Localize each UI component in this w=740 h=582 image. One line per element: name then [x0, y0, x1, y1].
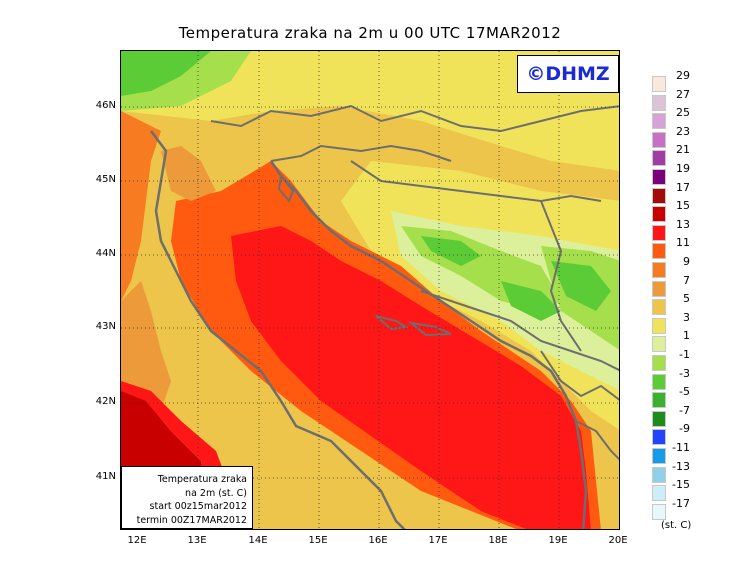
- legend-label: 13: [676, 217, 690, 231]
- lon-label: 15E: [308, 535, 328, 546]
- legend-swatch: [652, 206, 666, 223]
- legend-swatch: [652, 448, 666, 464]
- legend-swatch: [652, 429, 666, 446]
- lat-label: 45N: [95, 174, 116, 185]
- legend-label: 19: [676, 162, 690, 175]
- coastline-croatia: [269, 160, 588, 529]
- legend-swatch: [652, 169, 666, 185]
- legend-swatch: [652, 392, 666, 409]
- legend-label: -5: [679, 385, 690, 399]
- info-box: Temperatura zraka na 2m (st. C) start 00…: [121, 466, 253, 529]
- legend-label: -15: [672, 478, 690, 492]
- legend-label: 21: [676, 143, 690, 157]
- legend-label: -17: [672, 496, 690, 510]
- legend-label: -11: [672, 441, 690, 454]
- cold-patch-nw: [121, 51, 211, 101]
- lat-label: 41N: [95, 471, 116, 482]
- legend-label: 11: [676, 236, 690, 250]
- adriatic-red: [231, 226, 591, 529]
- lon-label: 16E: [368, 535, 388, 546]
- legend-swatch: [652, 187, 666, 204]
- border-serbia: [540, 200, 582, 352]
- legend-label: -1: [679, 348, 690, 361]
- legend-label: 9: [683, 255, 690, 268]
- island-2: [407, 321, 452, 337]
- legend-label: 1: [683, 329, 690, 343]
- island-1: [375, 315, 409, 331]
- lon-label: 14E: [248, 535, 268, 546]
- legend-swatch: [652, 410, 666, 427]
- lon-label: 12E: [127, 535, 147, 546]
- legend-unit: (st. C): [661, 520, 692, 531]
- coastline-italy: [150, 130, 406, 529]
- balkan-cold-2: [421, 236, 481, 266]
- balkan-cold-5: [501, 281, 561, 321]
- north-adriatic: [161, 146, 216, 201]
- lon-label: 13E: [187, 535, 207, 546]
- legend-label: 23: [676, 124, 690, 138]
- legend-swatch: [652, 224, 666, 241]
- legend-swatch: [652, 336, 666, 353]
- lat-label: 44N: [95, 248, 116, 259]
- legend-label: 3: [683, 310, 690, 324]
- lon-label: 17E: [428, 535, 448, 546]
- legend-label: -3: [679, 366, 690, 380]
- lat-label: 46N: [95, 100, 116, 111]
- legend-label: 17: [676, 180, 690, 194]
- dhmz-logo: ©DHMZ: [517, 55, 619, 93]
- color-legend: [652, 76, 666, 520]
- border-montenegro: [540, 350, 619, 401]
- legend-swatch: [652, 280, 666, 297]
- graticule: [121, 51, 619, 529]
- lat-label: 43N: [95, 321, 116, 332]
- italy-warm: [121, 111, 161, 301]
- island-3: [277, 173, 295, 203]
- border-albania: [575, 420, 619, 461]
- legend-label: -13: [672, 459, 690, 473]
- info-line-1: Temperatura zraka: [157, 474, 247, 485]
- legend-label: 29: [676, 69, 690, 82]
- legend-swatch: [652, 503, 666, 520]
- temperature-map: [120, 50, 620, 530]
- legend-swatch: [652, 94, 666, 111]
- balkan-cold-4: [551, 261, 611, 311]
- map-title: Temperatura zraka na 2m u 00 UTC 17MAR20…: [178, 24, 562, 42]
- legend-swatch: [652, 131, 666, 148]
- lon-label: 19E: [548, 535, 568, 546]
- info-line-2: na 2m (st. C): [185, 487, 247, 499]
- legend-swatch: [652, 262, 666, 278]
- legend-swatch: [652, 485, 666, 502]
- info-line-4: termin 00Z17MAR2012: [136, 514, 247, 526]
- legend-swatch: [652, 150, 666, 167]
- info-line-3: start 00z15mar2012: [149, 501, 247, 512]
- lon-label: 18E: [488, 535, 508, 546]
- legend-swatch: [652, 243, 666, 260]
- alps-field: [121, 51, 619, 171]
- lon-label: 20E: [608, 535, 628, 546]
- cold-patch-nw-edge: [121, 51, 251, 111]
- legend-swatch: [652, 299, 666, 316]
- legend-swatch: [652, 466, 666, 483]
- border-croatia-bosnia: [350, 160, 602, 203]
- legend-label: 5: [683, 292, 690, 306]
- legend-label: 25: [676, 106, 690, 120]
- legend-label: 15: [676, 199, 690, 213]
- legend-swatch: [652, 355, 666, 371]
- legend-swatch: [652, 113, 666, 130]
- border-north: [210, 104, 619, 133]
- legend-label: 27: [676, 87, 690, 101]
- legend-swatch: [652, 76, 666, 92]
- border-bosnia-south: [420, 290, 619, 372]
- legend-swatch: [652, 317, 666, 334]
- legend-label: -9: [679, 422, 690, 436]
- border-slovenia-croatia: [270, 144, 452, 162]
- lat-label: 42N: [95, 396, 116, 407]
- legend-swatch: [652, 373, 666, 390]
- legend-label: 7: [683, 273, 690, 287]
- legend-label: -7: [679, 403, 690, 417]
